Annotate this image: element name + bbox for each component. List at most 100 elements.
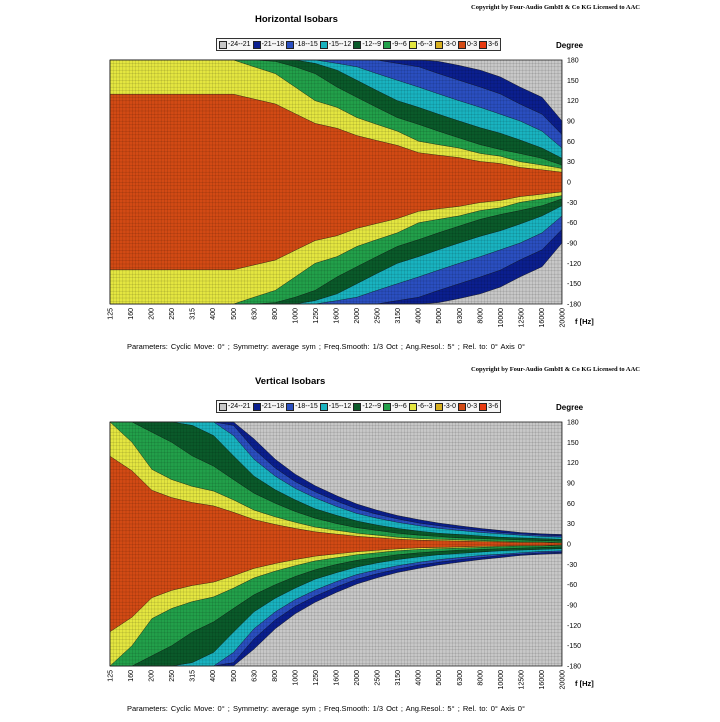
x-tick-label: 630 [251,670,258,682]
x-tick-label: 12500 [518,308,525,328]
x-tick-label: 3150 [395,670,402,686]
x-tick-label: 200 [149,308,156,320]
y-tick-label: 120 [567,460,579,467]
x-tick-label: 4000 [416,308,423,324]
legend-label: -3-0 [443,41,457,48]
y-tick-label: -60 [567,220,577,227]
legend-entry: -12--9 [353,40,381,49]
legend-swatch [458,402,467,411]
x-tick-label: 800 [272,670,279,682]
legend-swatch [479,40,488,49]
y-tick-label: -30 [567,200,577,207]
x-tick-label: 10000 [498,308,505,328]
x-tick-label: 500 [231,308,238,320]
legend-entry: -12--9 [353,402,381,411]
x-axis-label: f [Hz] [575,317,594,326]
legend-label: -12--9 [362,41,381,48]
x-tick-label: 1000 [292,670,299,686]
x-tick-label: 10000 [498,670,505,690]
legend-entry: -9--6 [383,40,407,49]
x-tick-label: 2500 [375,308,382,324]
legend-entry: -24--21 [219,40,251,49]
legend-label: -24--21 [228,403,251,410]
x-tick-label: 400 [210,308,217,320]
y-tick-label: 90 [567,481,575,488]
y-tick-label: 0 [567,180,571,187]
legend-swatch [319,40,328,49]
legend-swatch [219,40,227,49]
legend-entry: 0-3 [458,40,477,49]
chart-title: Horizontal Isobars [255,14,338,25]
y-tick-label: -30 [567,562,577,569]
y-tick-label: -180 [567,664,581,671]
x-tick-label: 3150 [395,308,402,324]
legend-label: -9--6 [392,403,407,410]
x-tick-label: 4000 [416,670,423,686]
y-tick-label: 30 [567,521,575,528]
y-tick-label: 60 [567,501,575,508]
y-tick-label: 30 [567,159,575,166]
legend-label: -24--21 [228,41,251,48]
legend-label: -6--3 [417,403,433,410]
legend-swatch [383,402,391,411]
legend-entry: -24--21 [219,402,251,411]
y-tick-label: 180 [567,58,579,65]
x-tick-label: 8000 [477,308,484,324]
legend-entry: -21--18 [252,40,285,49]
y-tick-label: 120 [567,98,579,105]
legend-label: 3-6 [488,41,499,48]
legend-swatch [479,402,488,411]
x-tick-label: 315 [190,308,197,320]
legend-swatch [383,40,391,49]
x-tick-label: 1000 [292,308,299,324]
x-tick-label: 20000 [560,308,567,328]
x-tick-label: 12500 [518,670,525,690]
legend-swatch [286,40,295,49]
y-axis-label: Degree [556,403,584,412]
x-tick-label: 6300 [457,670,464,686]
legend-swatch [408,402,417,411]
x-tick-label: 5000 [436,670,443,686]
legend-entry: -3-0 [434,40,457,49]
legend-label: -18--15 [295,403,318,410]
legend-entry: 3-6 [479,402,498,411]
y-tick-label: -120 [567,261,581,268]
legend-label: 0-3 [467,403,478,410]
x-tick-label: 2000 [354,670,361,686]
y-tick-label: 150 [567,440,579,447]
y-tick-label: 0 [567,542,571,549]
x-tick-label: 160 [128,670,135,682]
legend-entry: -6--3 [408,40,433,49]
legend-label: -15--12 [328,403,352,410]
x-tick-label: 1250 [313,308,320,324]
legend-label: -12--9 [362,403,381,410]
legend-label: -21--18 [261,41,285,48]
legend-swatch [434,402,443,411]
y-tick-label: -90 [567,241,577,248]
plot-grid [109,59,562,304]
x-tick-label: 125 [108,670,115,682]
legend-swatch [252,40,261,49]
y-axis-label: Degree [556,41,584,50]
chart-title: Vertical Isobars [255,376,326,387]
x-tick-label: 200 [149,670,156,682]
x-tick-label: 125 [108,308,115,320]
legend-swatch [286,402,295,411]
y-tick-label: 180 [567,420,579,427]
x-tick-label: 250 [169,308,176,320]
y-tick-label: 150 [567,78,579,85]
x-tick-label: 800 [272,308,279,320]
legend-entry: -15--12 [319,402,352,411]
x-tick-label: 8000 [477,670,484,686]
legend-swatch [252,402,261,411]
legend-entry: -15--12 [319,40,351,49]
y-tick-label: 60 [567,139,575,146]
legend-label: -18--15 [295,41,318,48]
legend-swatch [219,402,227,411]
isobar-plot: 180 150 120 90 60 30 0 -30 -60 -90 -120 -150 -180 125… [108,58,582,328]
x-tick-label: 630 [251,308,258,320]
y-tick-label: -180 [567,302,581,309]
legend-label: -6--3 [417,41,433,48]
x-axis-label: f [Hz] [575,679,594,688]
x-tick-label: 250 [169,670,176,682]
